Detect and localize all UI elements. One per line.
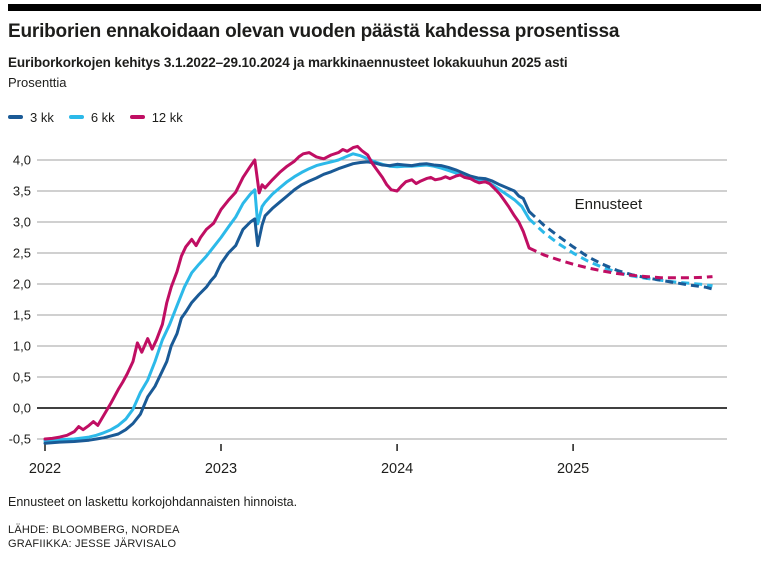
- legend-label-12kk: 12 kk: [151, 109, 183, 125]
- x-tick-label: 2025: [557, 461, 589, 477]
- forecast-line-3-kk-ennuste: [528, 210, 713, 291]
- legend-label-3kk: 3 kk: [30, 109, 54, 125]
- source-line: LÄHDE: BLOOMBERG, NORDEA: [8, 524, 180, 536]
- legend-swatch-3kk-icon: [8, 115, 23, 119]
- x-tick-label: 2022: [29, 461, 61, 477]
- y-tick-label: 2,0: [13, 277, 31, 292]
- y-tick-label: 3,5: [13, 184, 31, 199]
- legend-label-6kk: 6 kk: [90, 109, 115, 125]
- series-line-12-kk: [43, 144, 531, 441]
- forecast-line-12-kk-ennuste: [528, 246, 713, 280]
- y-tick-label: 1,0: [13, 339, 31, 354]
- legend-swatch-6kk-icon: [68, 115, 84, 119]
- y-tick-label: -0,5: [9, 432, 31, 447]
- y-tick-label: 0,5: [13, 370, 31, 385]
- y-tick-label: 0,0: [13, 401, 31, 416]
- y-tick-label: 3,0: [13, 215, 31, 230]
- unit-label: Prosenttia: [8, 75, 67, 90]
- footnote: Ennusteet on laskettu korkojohdannaisten…: [8, 495, 298, 509]
- y-tick-label: 2,5: [13, 246, 31, 261]
- x-tick-label: 2024: [381, 461, 413, 477]
- top-accent-bar: [8, 4, 761, 11]
- source-block: LÄHDE: BLOOMBERG, NORDEA GRAFIIKKA: JESS…: [8, 524, 761, 551]
- euribor-chart: 4,0 3,5 3,0 2,5 2,0 1,5 1,0 0,5 0,0 -0,5 2022 2023 2…: [9, 144, 727, 477]
- y-tick-label: 4,0: [13, 153, 31, 168]
- annotation-ennusteet: Ennusteet: [575, 196, 643, 213]
- y-tick-label: 1,5: [13, 308, 31, 323]
- page-title: Euriborien ennakoidaan olevan vuoden pää…: [8, 21, 620, 42]
- credit-line: GRAFIIKKA: JESSE JÄRVISALO: [8, 537, 177, 550]
- legend-item-6kk: 6 kk: [68, 109, 115, 125]
- legend: 3 kk 6 kk 12 kk: [8, 109, 761, 125]
- x-tick-label: 2023: [205, 461, 237, 477]
- legend-item-12kk: 12 kk: [129, 109, 183, 125]
- series-line-6-kk: [43, 152, 531, 443]
- forecast-line-6-kk-ennuste: [528, 217, 713, 288]
- chart-subtitle: Euriborkorkojen kehitys 3.1.2022–29.10.2…: [8, 55, 568, 70]
- legend-swatch-12kk-icon: [129, 115, 145, 119]
- series-line-3-kk: [43, 160, 531, 445]
- legend-item-3kk: 3 kk: [8, 110, 54, 125]
